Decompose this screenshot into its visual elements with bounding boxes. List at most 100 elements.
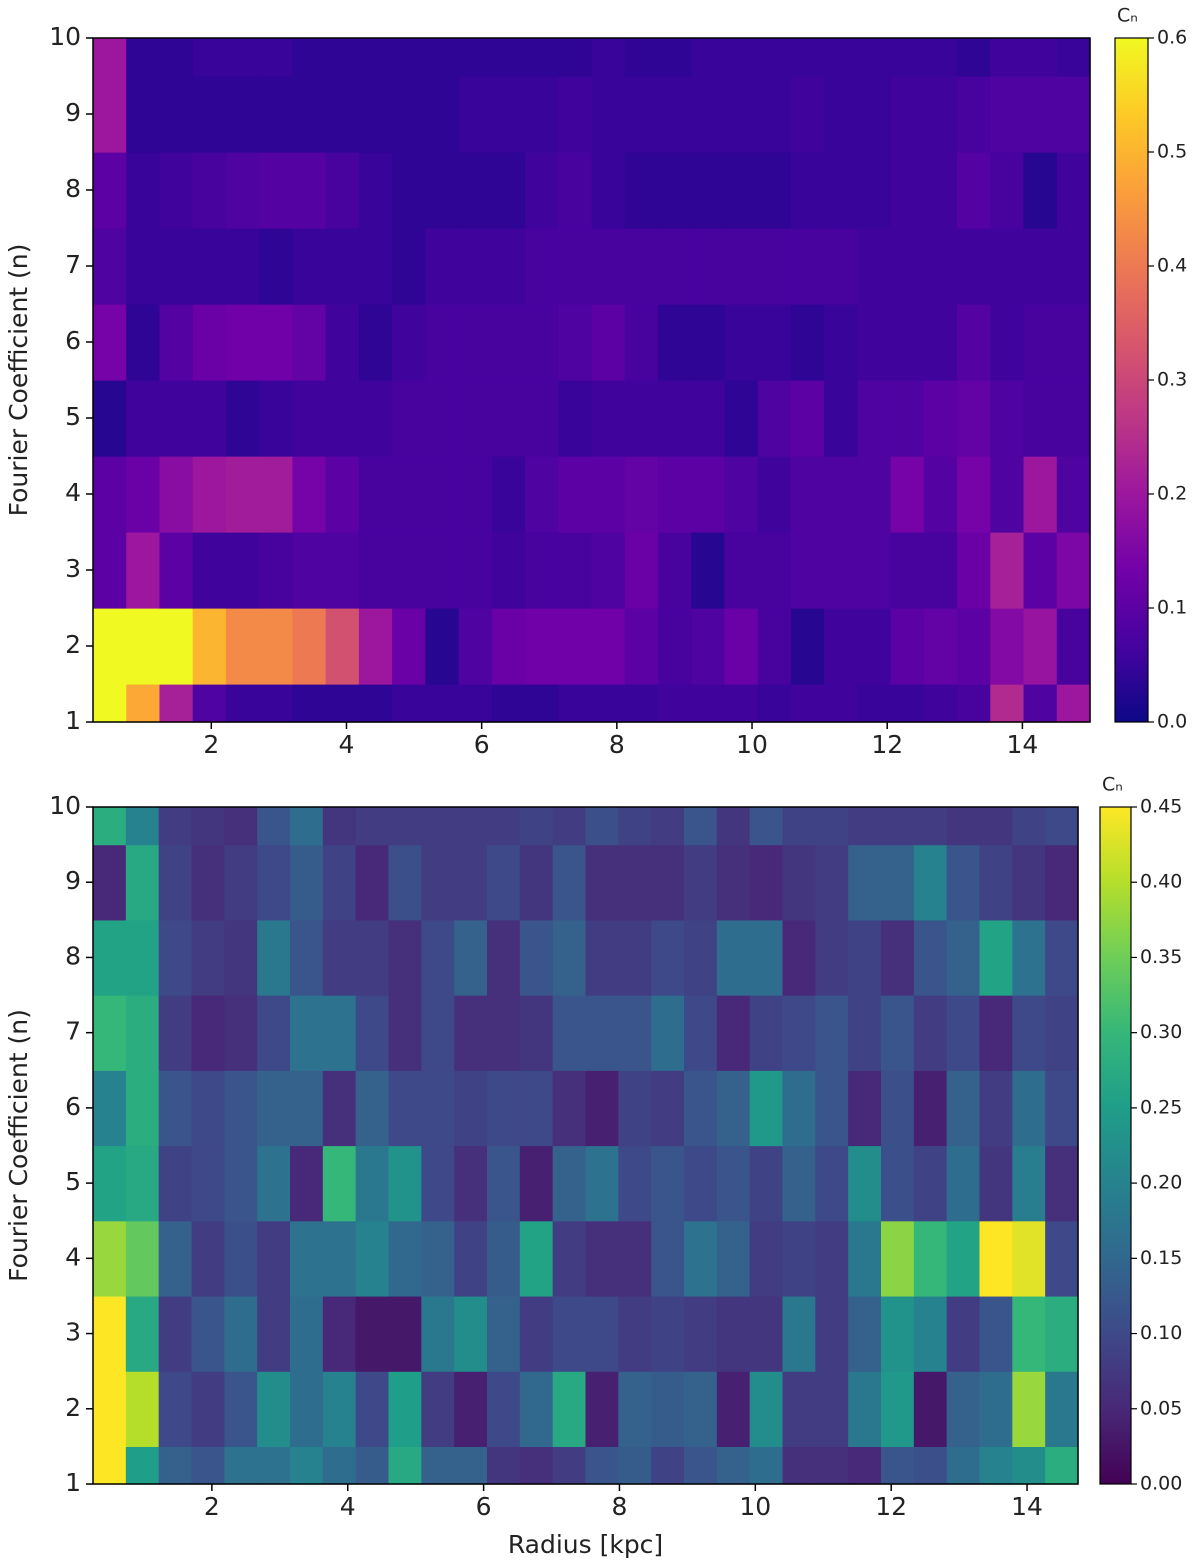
heatmap-cell [257, 1070, 291, 1147]
heatmap-cell [192, 76, 227, 153]
heatmap-cell [519, 807, 554, 846]
heatmap-cell [857, 608, 892, 685]
heatmap-cell [93, 919, 127, 996]
heatmap-cell [421, 919, 455, 996]
heatmap-cell [624, 304, 659, 381]
heatmap-cell [782, 995, 816, 1071]
heatmap-cell [454, 1371, 488, 1447]
heatmap-cell [290, 1446, 324, 1485]
heatmap-cell [159, 456, 194, 533]
heatmap-cell [125, 1371, 160, 1447]
heatmap-cell [790, 608, 825, 685]
heatmap-cell [881, 1145, 915, 1222]
heatmap-cell [716, 1295, 751, 1372]
colorbar-tick-label: 0.3 [1157, 369, 1187, 391]
heatmap-cell [724, 76, 759, 153]
heatmap-cell [724, 608, 759, 685]
heatmap-cell [259, 38, 293, 77]
heatmap-cell [552, 919, 587, 996]
colorbar-tick-label: 0.4 [1157, 255, 1187, 277]
heatmap-cell [957, 152, 991, 229]
heatmap-cell [458, 684, 493, 723]
heatmap-cell [824, 532, 858, 609]
heatmap-cell [1023, 76, 1058, 153]
heatmap-cell [618, 995, 652, 1071]
heatmap-cell [290, 1070, 324, 1147]
heatmap-cell [224, 807, 258, 846]
heatmap-cell [848, 1371, 882, 1447]
heatmap-cell [158, 919, 193, 996]
heatmap-cell [290, 1220, 324, 1297]
heatmap-cell [657, 684, 692, 723]
heatmap-cell [716, 1145, 751, 1222]
heatmap-cell [292, 152, 327, 229]
heatmap-cell [890, 532, 925, 609]
heatmap-cell [790, 152, 825, 229]
x-tick-label: 8 [612, 1492, 628, 1521]
heatmap-cell [749, 1371, 784, 1447]
heatmap-cell [125, 1070, 160, 1147]
y-tick-label: 1 [65, 706, 81, 735]
heatmap-cell [957, 304, 991, 381]
heatmap-cell [591, 380, 626, 457]
heatmap-cell [552, 1295, 587, 1372]
heatmap-cell [957, 76, 991, 153]
heatmap-cell [1056, 684, 1091, 723]
heatmap-cell [684, 1220, 718, 1297]
heatmap-cell [159, 608, 194, 685]
heatmap-cell [491, 304, 526, 381]
heatmap-cell [355, 1295, 390, 1372]
heatmap-cell [93, 152, 127, 229]
heatmap-cell [749, 1295, 784, 1372]
heatmap-cell [691, 380, 726, 457]
heatmap-cell [790, 532, 825, 609]
heatmap-cell [815, 1446, 849, 1485]
x-tick-label: 10 [736, 730, 768, 759]
heatmap-cell [790, 380, 825, 457]
heatmap-cell [1056, 38, 1091, 77]
heatmap-cell [923, 152, 958, 229]
heatmap-cell [392, 76, 426, 153]
heatmap-cell [388, 995, 422, 1071]
heatmap-cell [159, 76, 194, 153]
heatmap-cell [651, 1145, 685, 1222]
heatmap-cell [913, 807, 948, 846]
heatmap-cell [657, 532, 692, 609]
heatmap-cell [890, 380, 925, 457]
x-tick-label: 8 [609, 730, 625, 759]
heatmap-cell [857, 380, 892, 457]
heatmap-cell [519, 1145, 554, 1222]
heatmap-cell [519, 1371, 554, 1447]
heatmap-cell [458, 532, 493, 609]
heatmap-panel [93, 807, 1079, 1485]
heatmap-cell [946, 919, 981, 996]
heatmap-cell [957, 228, 991, 305]
heatmap-cell [257, 807, 291, 846]
heatmap-cell [857, 152, 892, 229]
heatmap-cell [325, 456, 360, 533]
heatmap-cell [292, 532, 327, 609]
heatmap-cell [225, 608, 260, 685]
heatmap-cell [790, 456, 825, 533]
heatmap-cell [881, 1295, 915, 1372]
heatmap-cell [946, 1371, 981, 1447]
heatmap-cell [1045, 919, 1079, 996]
heatmap-cell [126, 608, 161, 685]
y-tick-label: 7 [65, 1017, 81, 1046]
heatmap-cell [624, 152, 659, 229]
heatmap-cell [552, 1220, 587, 1297]
heatmap-cell [923, 380, 958, 457]
y-tick-label: 3 [65, 554, 81, 583]
heatmap-cell [881, 1446, 915, 1485]
heatmap-cell [388, 1145, 422, 1222]
heatmap-cell [1012, 844, 1046, 921]
heatmap-cell [552, 1446, 587, 1485]
heatmap-cell [392, 228, 426, 305]
heatmap-cell [881, 1371, 915, 1447]
heatmap-cell [946, 807, 981, 846]
heatmap-cell [757, 608, 792, 685]
heatmap-cell [259, 380, 293, 457]
heatmap-cell [355, 1070, 390, 1147]
heatmap-cell [923, 228, 958, 305]
heatmap-cell [815, 1295, 849, 1372]
